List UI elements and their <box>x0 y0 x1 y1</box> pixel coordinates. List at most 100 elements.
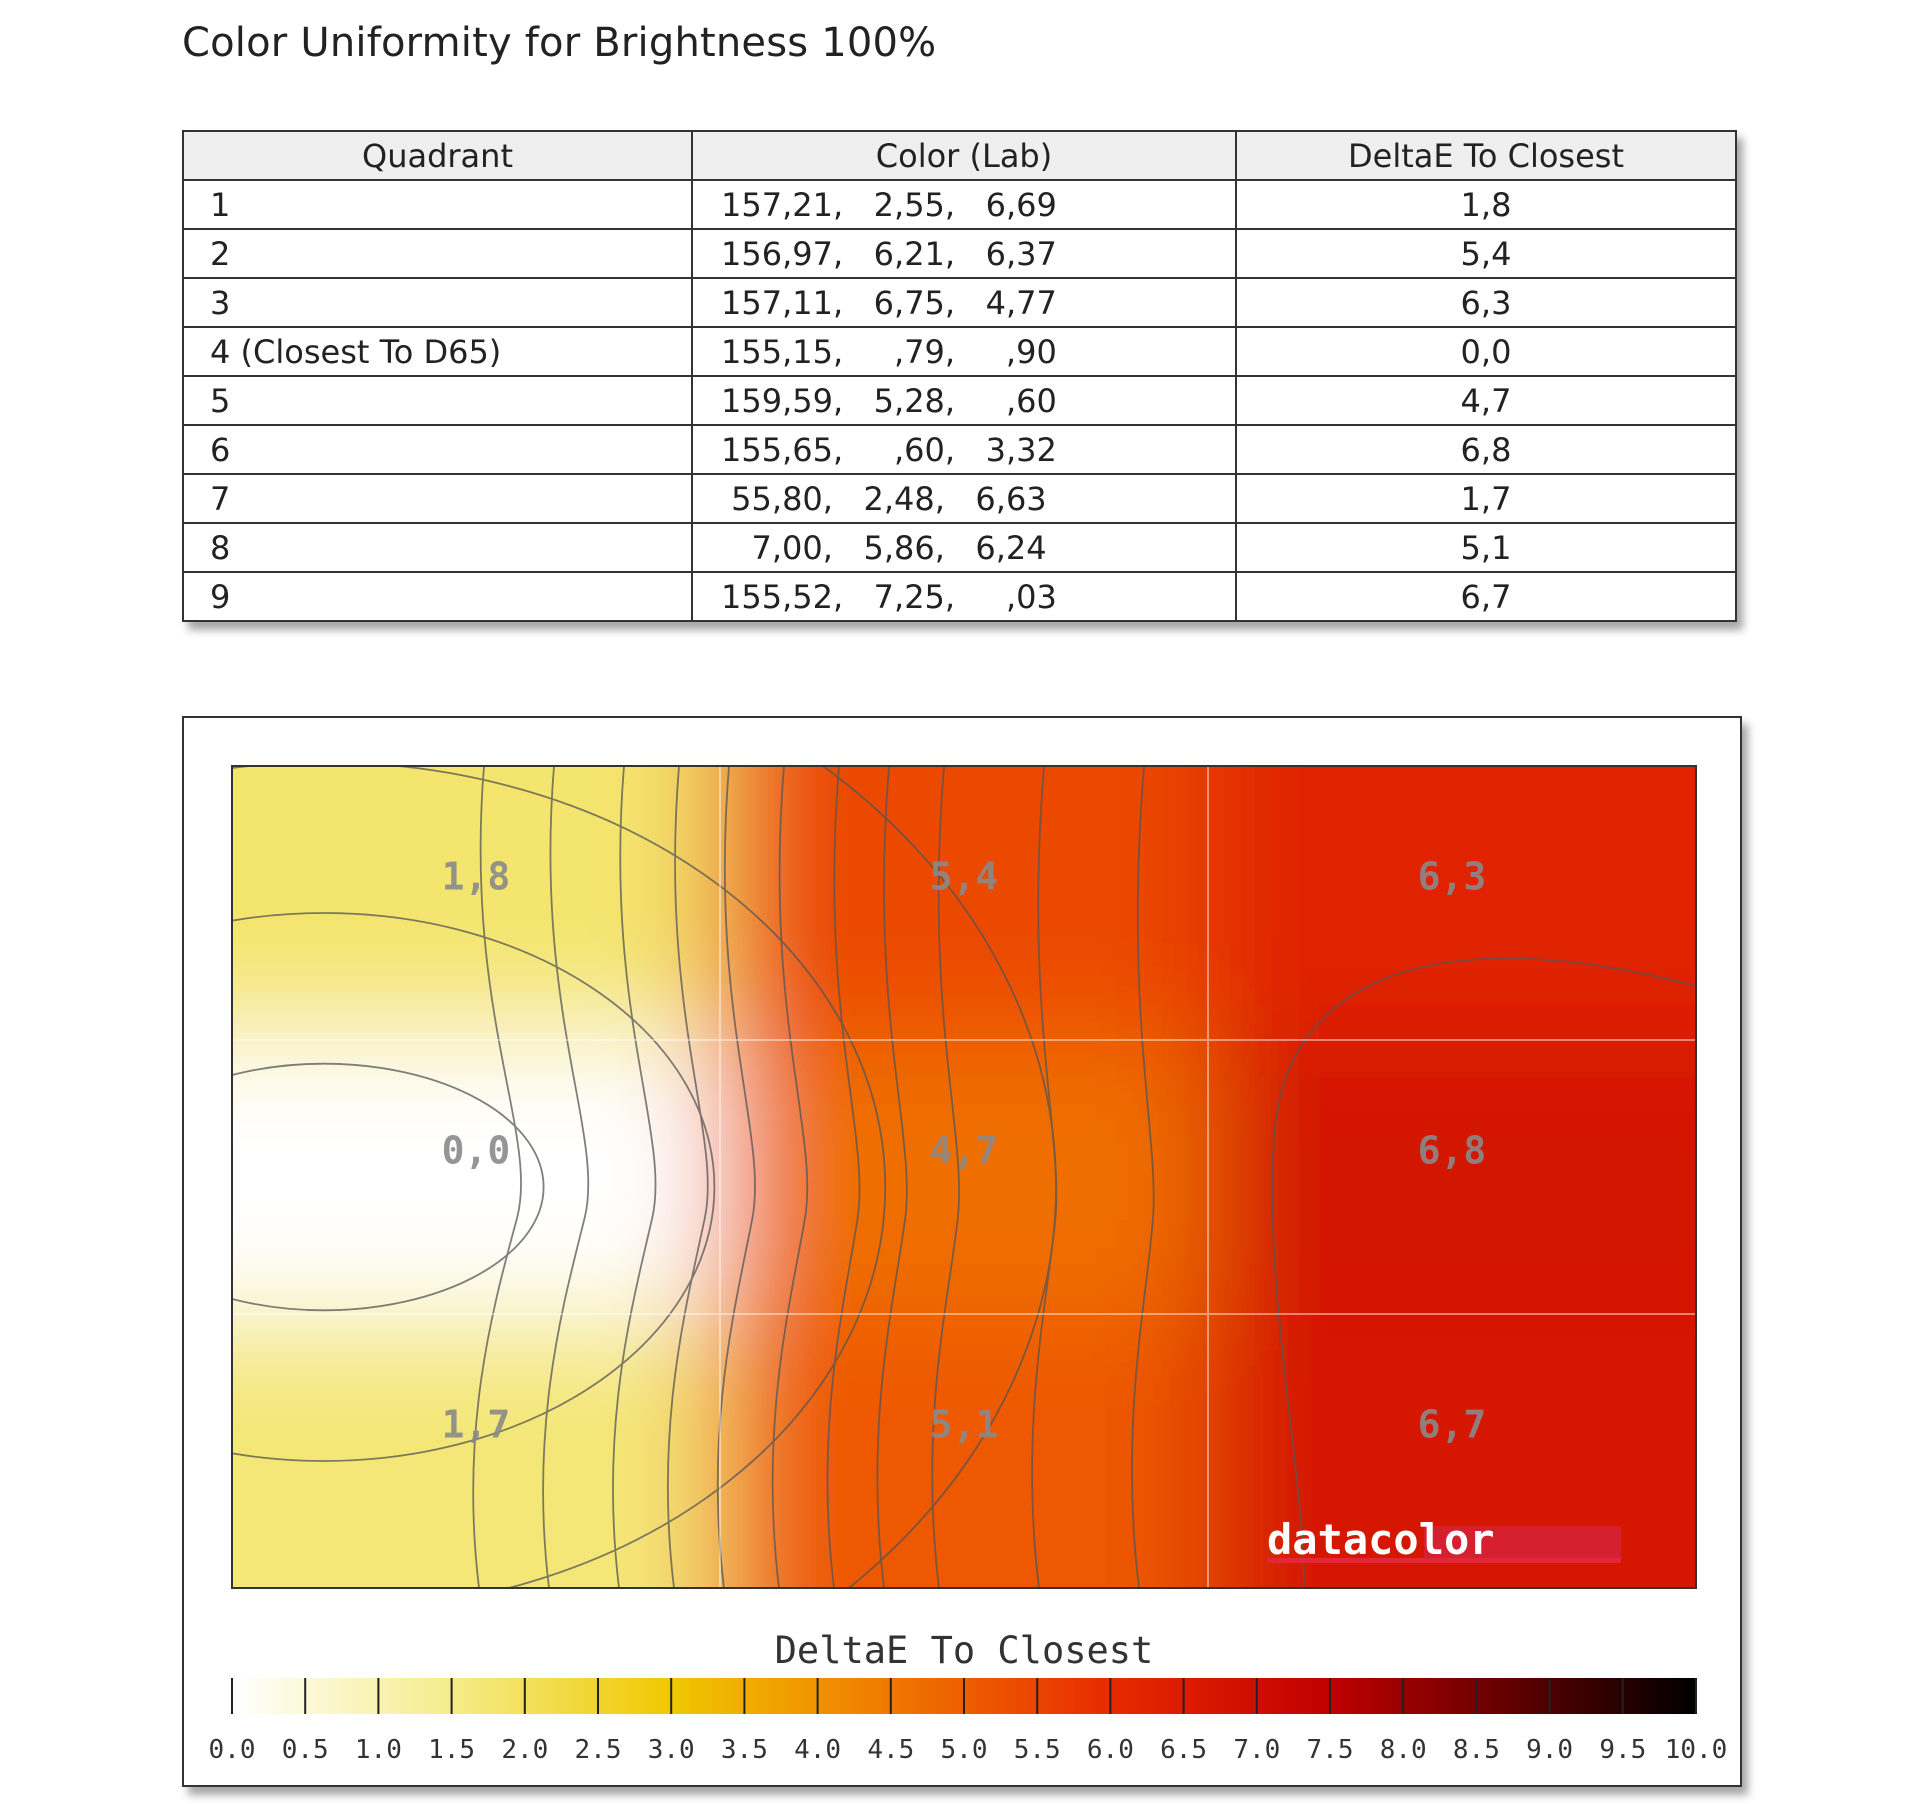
table-row: 8 7,00, 5,86, 6,24 5,1 <box>182 522 1737 573</box>
cell-lab: 155,52, 7,25, ,03 <box>691 571 1237 622</box>
cell-value-label: 1,8 <box>442 854 511 898</box>
cell-lab: 155,15, ,79, ,90 <box>691 326 1237 377</box>
cell-lab: 157,11, 6,75, 4,77 <box>691 277 1237 328</box>
color-scale-tick-label: 6.0 <box>1087 1735 1134 1765</box>
color-scale-tick-label: 3.0 <box>648 1735 695 1765</box>
table-row: 3 157,11, 6,75, 4,77 6,3 <box>182 277 1737 328</box>
contour-line <box>931 766 961 1588</box>
color-scale-tick-label: 4.0 <box>794 1735 841 1765</box>
color-scale-tick-label: 4.5 <box>867 1735 914 1765</box>
cell-deltae: 1,7 <box>1235 473 1737 524</box>
color-scale-tick-label: 8.0 <box>1380 1735 1427 1765</box>
cell-deltae: 1,8 <box>1235 179 1737 230</box>
table-row: 2 156,97, 6,21, 6,37 5,4 <box>182 228 1737 279</box>
color-scale-title: DeltaE To Closest <box>775 1629 1154 1672</box>
cell-lab: 157,21, 2,55, 6,69 <box>691 179 1237 230</box>
heat-cell <box>720 1314 1209 1588</box>
cell-deltae: 0,0 <box>1235 326 1737 377</box>
cell-value-label: 0,0 <box>442 1128 511 1172</box>
contour-line <box>232 912 716 1462</box>
contour-line <box>716 766 756 1588</box>
page-title: Color Uniformity for Brightness 100% <box>182 20 937 66</box>
cell-deltae: 5,4 <box>1235 228 1737 279</box>
color-scale-tick-label: 5.0 <box>941 1735 988 1765</box>
color-scale-tick-label: 5.5 <box>1014 1735 1061 1765</box>
contour-line <box>232 766 886 1588</box>
header-deltae: DeltaE To Closest <box>1235 130 1737 181</box>
table-row: 5 159,59, 5,28, ,60 4,7 <box>182 375 1737 426</box>
header-quadrant: Quadrant <box>182 130 693 181</box>
cell-quadrant: 6 <box>182 424 693 475</box>
contour-line <box>612 766 657 1588</box>
datacolor-watermark: datacolor <box>1267 1515 1495 1564</box>
cell-value-label: 6,3 <box>1418 854 1487 898</box>
heat-cell <box>1208 766 1696 1041</box>
cell-value-label: 5,4 <box>930 854 999 898</box>
color-scale-tick-label: 1.5 <box>428 1735 475 1765</box>
cell-quadrant: 8 <box>182 522 693 573</box>
cell-lab: 7,00, 5,86, 6,24 <box>691 522 1237 573</box>
cell-value-label: 4,7 <box>930 1128 999 1172</box>
heat-cell <box>232 766 721 1041</box>
color-scale-tick-label: 3.5 <box>721 1735 768 1765</box>
cell-quadrant: 2 <box>182 228 693 279</box>
cell-value-label: 5,1 <box>930 1402 999 1446</box>
contour-line <box>1031 766 1058 1588</box>
cell-quadrant: 9 <box>182 571 693 622</box>
color-scale-tick-label: 10.0 <box>1665 1735 1728 1765</box>
contour-line <box>771 766 809 1588</box>
color-scale-tick-label: 0.5 <box>282 1735 329 1765</box>
table-header-row: Quadrant Color (Lab) DeltaE To Closest <box>182 130 1737 181</box>
color-scale-tick-label: 9.0 <box>1526 1735 1573 1765</box>
cell-quadrant: 3 <box>182 277 693 328</box>
contour-line <box>542 766 590 1588</box>
datacolor-logo: datacolor <box>1267 1515 1621 1564</box>
color-scale-tick-label: 0.0 <box>209 1735 256 1765</box>
cell-quadrant: 7 <box>182 473 693 524</box>
plot-border <box>231 765 1697 1589</box>
color-scale-tick-label: 8.5 <box>1453 1735 1500 1765</box>
table-row: 4 (Closest To D65) 155,15, ,79, ,90 0,0 <box>182 326 1737 377</box>
color-scale-tick-label: 7.0 <box>1233 1735 1280 1765</box>
cell-value-label: 6,7 <box>1418 1402 1487 1446</box>
contour-line <box>1271 957 1696 1588</box>
color-scale-tick-label: 9.5 <box>1599 1735 1646 1765</box>
color-scale-tick-label: 2.5 <box>575 1735 622 1765</box>
table-row: 6 155,65, ,60, 3,32 6,8 <box>182 424 1737 475</box>
heat-cell <box>720 766 1209 1041</box>
cell-quadrant: 1 <box>182 179 693 230</box>
contour-line <box>876 766 908 1588</box>
color-scale-tick-label: 2.0 <box>501 1735 548 1765</box>
table-row: 1 157,21, 2,55, 6,69 1,8 <box>182 179 1737 230</box>
cell-value-label: 1,7 <box>442 1402 511 1446</box>
cell-deltae: 5,1 <box>1235 522 1737 573</box>
color-scale-tick-label: 6.5 <box>1160 1735 1207 1765</box>
color-scale-tick-label: 7.5 <box>1307 1735 1354 1765</box>
cell-lab: 159,59, 5,28, ,60 <box>691 375 1237 426</box>
cell-deltae: 6,7 <box>1235 571 1737 622</box>
cell-quadrant: 5 <box>182 375 693 426</box>
cell-lab: 156,97, 6,21, 6,37 <box>691 228 1237 279</box>
uniformity-chart-frame: 1,8 5,4 6,3 0,0 4,7 6,8 1,7 5,1 6,7 datacolor De… <box>182 716 1742 1787</box>
color-scale-tick-label: 1.0 <box>355 1735 402 1765</box>
table-row: 7 55,80, 2,48, 6,63 1,7 <box>182 473 1737 524</box>
heat-cell <box>232 1314 721 1588</box>
cell-lab: 155,65, ,60, 3,32 <box>691 424 1237 475</box>
cell-deltae: 6,3 <box>1235 277 1737 328</box>
table-row: 9 155,52, 7,25, ,03 6,7 <box>182 571 1737 622</box>
header-color-lab: Color (Lab) <box>691 130 1237 181</box>
uniformity-table: Quadrant Color (Lab) DeltaE To Closest 1… <box>182 130 1737 622</box>
contour-line <box>472 766 522 1588</box>
cell-quadrant: 4 (Closest To D65) <box>182 326 693 377</box>
cell-lab: 55,80, 2,48, 6,63 <box>691 473 1237 524</box>
contour-line <box>666 766 709 1588</box>
contour-line <box>1131 766 1155 1588</box>
cell-deltae: 4,7 <box>1235 375 1737 426</box>
cell-deltae: 6,8 <box>1235 424 1737 475</box>
cell-value-label: 6,8 <box>1418 1128 1487 1172</box>
heat-cell <box>720 1040 1209 1315</box>
contour-line <box>826 766 861 1588</box>
uniformity-heatmap-chart: 1,8 5,4 6,3 0,0 4,7 6,8 1,7 5,1 6,7 datacolor De… <box>209 765 1728 1765</box>
heat-cell <box>1208 1040 1696 1315</box>
contour-line <box>232 1062 545 1312</box>
